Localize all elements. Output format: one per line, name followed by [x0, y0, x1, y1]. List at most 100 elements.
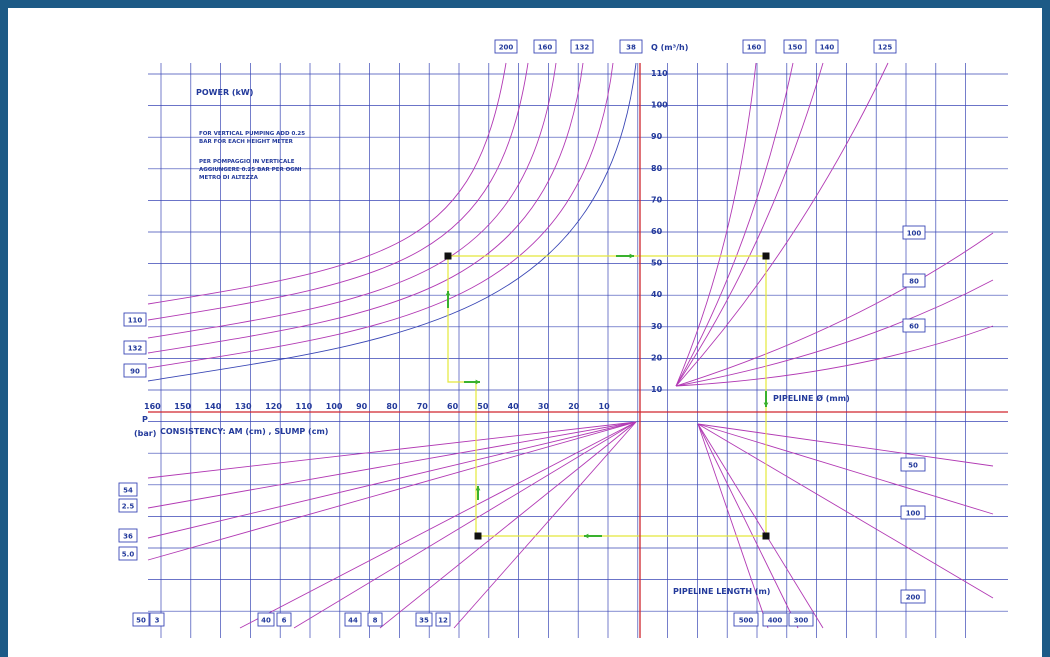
consistency-line: [293, 421, 637, 629]
diameter-top-scale-box: [783, 39, 807, 54]
pipeline-length-label: PIPELINE LENGTH (m): [673, 587, 770, 596]
example-marker: [474, 532, 482, 540]
consistency-bottom-scale-box: [367, 612, 383, 627]
pressure-axis-ticks: 160 150 140 130 120 110 100 90 80 70 60 50 40 30 20 10: [144, 402, 610, 411]
power-left-scale-label: 132: [128, 345, 143, 353]
pressure-tick-label: 90: [356, 402, 368, 411]
grid: [148, 63, 1008, 638]
note-en-line-2: BAR FOR EACH HEIGHT METER: [199, 139, 294, 145]
pressure-tick-label: 70: [417, 402, 429, 411]
q-tick-label: 90: [651, 132, 663, 141]
length-line: [697, 423, 824, 629]
diameter-right-scale-box: [902, 273, 926, 288]
pressure-left-scale-label: 5.0: [122, 551, 135, 559]
pressure-unit-label: (bar): [134, 429, 156, 438]
diameter-right-scale-label: 80: [909, 278, 919, 286]
pressure-left-scale-label: 2.5: [122, 503, 135, 511]
pressure-tick-label: 120: [265, 402, 282, 411]
q-tick-label: 50: [651, 259, 663, 268]
pressure-left-scale-box: [118, 528, 138, 543]
example-marker: [762, 532, 770, 540]
consistency-bottom-scale-label: 44: [348, 617, 358, 625]
power-left-scale-box: [123, 312, 147, 327]
example-marker: [762, 252, 770, 260]
power-left-scale-label: 110: [128, 317, 143, 325]
length-line: [697, 423, 994, 515]
example-guide: [444, 252, 770, 540]
diameter-right-scale-box: [902, 225, 926, 240]
consistency-label: CONSISTENCY: AM (cm) , SLUMP (cm): [160, 427, 328, 436]
diameter-curve: [675, 62, 824, 387]
diameter-top-scale-box: [815, 39, 839, 54]
pressure-tick-label: 60: [447, 402, 459, 411]
length-right-scale-label: 50: [908, 462, 918, 470]
curve-set: [147, 62, 994, 629]
power-curve: [147, 62, 529, 321]
consistency-bottom-scale-label: 35: [419, 617, 429, 625]
length-bottom-scale-label: 300: [794, 617, 809, 625]
power-title: POWER (kW): [196, 88, 253, 97]
pressure-tick-label: 40: [508, 402, 520, 411]
length-line: [697, 423, 994, 467]
length-right-scale-label: 200: [906, 594, 921, 602]
pressure-label: P: [142, 415, 148, 424]
diameter-curve: [675, 279, 994, 387]
note-it-line-1: PER POMPAGGIO IN VERTICALE: [199, 159, 295, 165]
pressure-tick-label: 110: [296, 402, 313, 411]
consistency-line: [147, 421, 637, 561]
q-tick-label: 110: [651, 69, 668, 78]
diameter-top-scale-label: 160: [747, 44, 762, 52]
pressure-tick-label: 80: [386, 402, 398, 411]
diameter-top-scale-label: 140: [820, 44, 835, 52]
scale-boxes: 200 160 132 38 160 150 140 12511013290100806050…: [118, 39, 926, 627]
q-tick-label: 20: [651, 353, 663, 362]
consistency-line: [379, 421, 637, 629]
pipeline-diameter-label: PIPELINE Ø (mm): [773, 393, 850, 403]
power-top-scale-box: [570, 39, 594, 54]
power-top-scale-box: [533, 39, 557, 54]
power-curve: [147, 62, 637, 382]
diameter-top-scale-label: 125: [878, 44, 893, 52]
consistency-bottom-scale-box: [344, 612, 362, 627]
flow-arrow-head: [629, 253, 634, 259]
consistency-bottom-scale-box: [415, 612, 433, 627]
flow-arrow-head: [584, 533, 589, 539]
diameter-curve: [675, 325, 994, 387]
q-tick-label: 80: [651, 164, 663, 173]
consistency-line: [147, 421, 637, 479]
diameter-curve: [675, 232, 994, 387]
length-line: [697, 423, 769, 629]
length-bottom-scale-label: 400: [768, 617, 783, 625]
diameter-right-scale-label: 60: [909, 323, 919, 331]
diameter-curve: [675, 62, 757, 387]
consistency-line: [147, 421, 637, 539]
consistency-bottom-scale-box: [276, 612, 292, 627]
pressure-tick-label: 30: [538, 402, 550, 411]
nomogram-panel: POWER (kW) FOR VERTICAL PUMPING ADD 0.25…: [8, 8, 1042, 657]
length-bottom-scale-label: 500: [739, 617, 754, 625]
power-curve: [147, 62, 507, 305]
pressure-left-scale-label: 54: [123, 487, 133, 495]
power-left-scale-label: 90: [130, 368, 140, 376]
flow-arrow-head: [763, 402, 769, 407]
power-top-scale-box: [619, 39, 643, 54]
power-curve: [147, 62, 614, 369]
power-left-scale-box: [123, 340, 147, 355]
q-axis-label: Q (m³/h): [651, 43, 688, 52]
power-top-scale-label: 160: [538, 44, 553, 52]
diameter-top-scale-label: 150: [788, 44, 803, 52]
length-right-scale-box: [900, 457, 926, 472]
note-en-line-1: FOR VERTICAL PUMPING ADD 0.25: [199, 131, 305, 137]
consistency-bottom-scale-label: 12: [438, 617, 448, 625]
flow-arrow-head: [445, 291, 451, 296]
q-tick-label: 10: [651, 385, 663, 394]
pressure-left-scale-box: [118, 498, 138, 513]
pressure-left-scale-label: 36: [123, 533, 133, 541]
power-left-scale-box: [123, 363, 147, 378]
q-tick-label: 60: [651, 227, 663, 236]
pressure-left-scale-box: [118, 546, 138, 561]
diameter-curve: [675, 62, 794, 387]
flow-arrow-head: [475, 486, 481, 491]
length-bottom-scale-box: [788, 612, 814, 627]
consistency-bottom-scale-label: 40: [261, 617, 271, 625]
